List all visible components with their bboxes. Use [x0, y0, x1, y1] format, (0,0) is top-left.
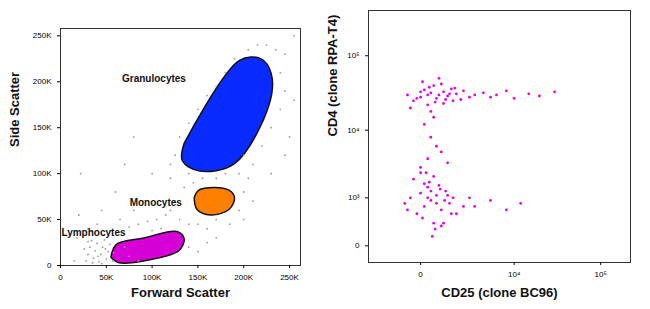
svg-text:10⁴: 10⁴ [347, 126, 360, 135]
svg-text:10⁴: 10⁴ [508, 270, 521, 279]
svg-text:200K: 200K [33, 77, 52, 86]
svg-text:Side Scatter: Side Scatter [7, 72, 22, 147]
svg-text:50K: 50K [37, 215, 52, 224]
svg-text:100K: 100K [143, 273, 162, 282]
svg-text:CD25 (clone BC96): CD25 (clone BC96) [441, 285, 557, 300]
svg-text:150K: 150K [189, 273, 208, 282]
svg-text:0: 0 [418, 270, 423, 279]
svg-text:0: 0 [355, 241, 360, 250]
svg-text:Monocytes: Monocytes [130, 197, 183, 208]
svg-text:0: 0 [47, 261, 52, 270]
svg-text:250K: 250K [280, 273, 299, 282]
svg-text:CD4 (clone RPA-T4): CD4 (clone RPA-T4) [325, 15, 340, 137]
svg-text:200K: 200K [234, 273, 253, 282]
svg-text:10³: 10³ [348, 193, 360, 202]
svg-text:100K: 100K [33, 169, 52, 178]
svg-text:250K: 250K [33, 31, 52, 40]
svg-text:Forward Scatter: Forward Scatter [131, 285, 230, 300]
svg-text:10⁵: 10⁵ [347, 51, 359, 60]
svg-text:Granulocytes: Granulocytes [122, 73, 186, 84]
svg-text:Lymphocytes: Lymphocytes [61, 227, 126, 238]
svg-text:50K: 50K [99, 273, 114, 282]
svg-text:10⁵: 10⁵ [595, 270, 607, 279]
svg-text:150K: 150K [33, 123, 52, 132]
svg-text:0: 0 [58, 273, 63, 282]
